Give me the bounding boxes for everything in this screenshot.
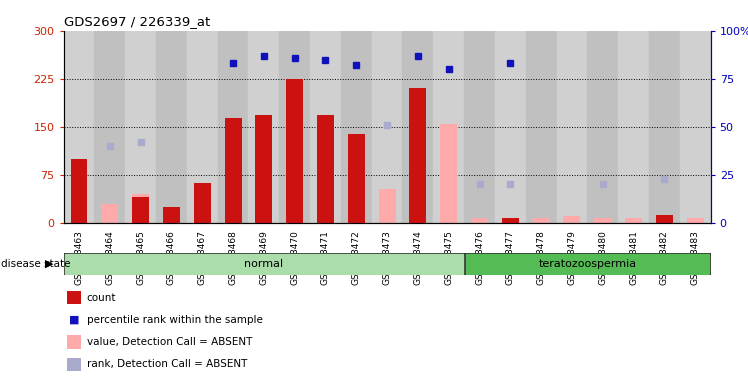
Text: value, Detection Call = ABSENT: value, Detection Call = ABSENT — [87, 337, 252, 347]
Text: teratozoospermia: teratozoospermia — [539, 259, 637, 269]
Bar — [341, 31, 372, 223]
Bar — [156, 31, 187, 223]
Bar — [466, 255, 709, 273]
Text: normal: normal — [245, 259, 283, 269]
Bar — [656, 215, 673, 223]
Bar — [687, 218, 704, 223]
Bar — [495, 31, 526, 223]
Bar — [286, 79, 303, 223]
Bar — [194, 183, 211, 223]
Bar — [317, 115, 334, 223]
Bar — [64, 31, 94, 223]
Bar — [441, 124, 457, 223]
Bar — [409, 88, 426, 223]
Bar — [595, 218, 611, 223]
Bar — [587, 31, 618, 223]
Bar — [402, 31, 433, 223]
Bar — [187, 31, 218, 223]
Bar — [649, 31, 680, 223]
Bar — [94, 31, 125, 223]
Bar — [502, 218, 519, 223]
Bar — [557, 31, 587, 223]
Bar — [563, 216, 580, 223]
Text: disease state: disease state — [1, 259, 70, 269]
Bar — [218, 31, 248, 223]
Text: ■: ■ — [69, 315, 79, 325]
Bar — [101, 204, 118, 223]
Bar — [224, 118, 242, 223]
Bar — [471, 218, 488, 223]
Bar — [132, 194, 149, 223]
Bar — [125, 31, 156, 223]
Bar — [255, 115, 272, 223]
Text: percentile rank within the sample: percentile rank within the sample — [87, 315, 263, 325]
Bar — [132, 197, 149, 223]
Bar — [526, 31, 557, 223]
Bar — [372, 31, 402, 223]
Bar — [533, 218, 550, 223]
Bar — [65, 255, 462, 273]
Text: ▶: ▶ — [46, 259, 54, 269]
Bar — [163, 207, 180, 223]
Bar — [680, 31, 711, 223]
Bar — [310, 31, 341, 223]
Bar — [625, 218, 642, 223]
Text: GDS2697 / 226339_at: GDS2697 / 226339_at — [64, 15, 210, 28]
Bar — [70, 159, 88, 223]
Bar — [279, 31, 310, 223]
Text: count: count — [87, 293, 116, 303]
Bar — [248, 31, 279, 223]
Bar — [618, 31, 649, 223]
Bar — [378, 189, 396, 223]
Text: rank, Detection Call = ABSENT: rank, Detection Call = ABSENT — [87, 359, 247, 369]
Bar — [433, 31, 464, 223]
Bar — [464, 31, 495, 223]
Bar — [348, 134, 365, 223]
